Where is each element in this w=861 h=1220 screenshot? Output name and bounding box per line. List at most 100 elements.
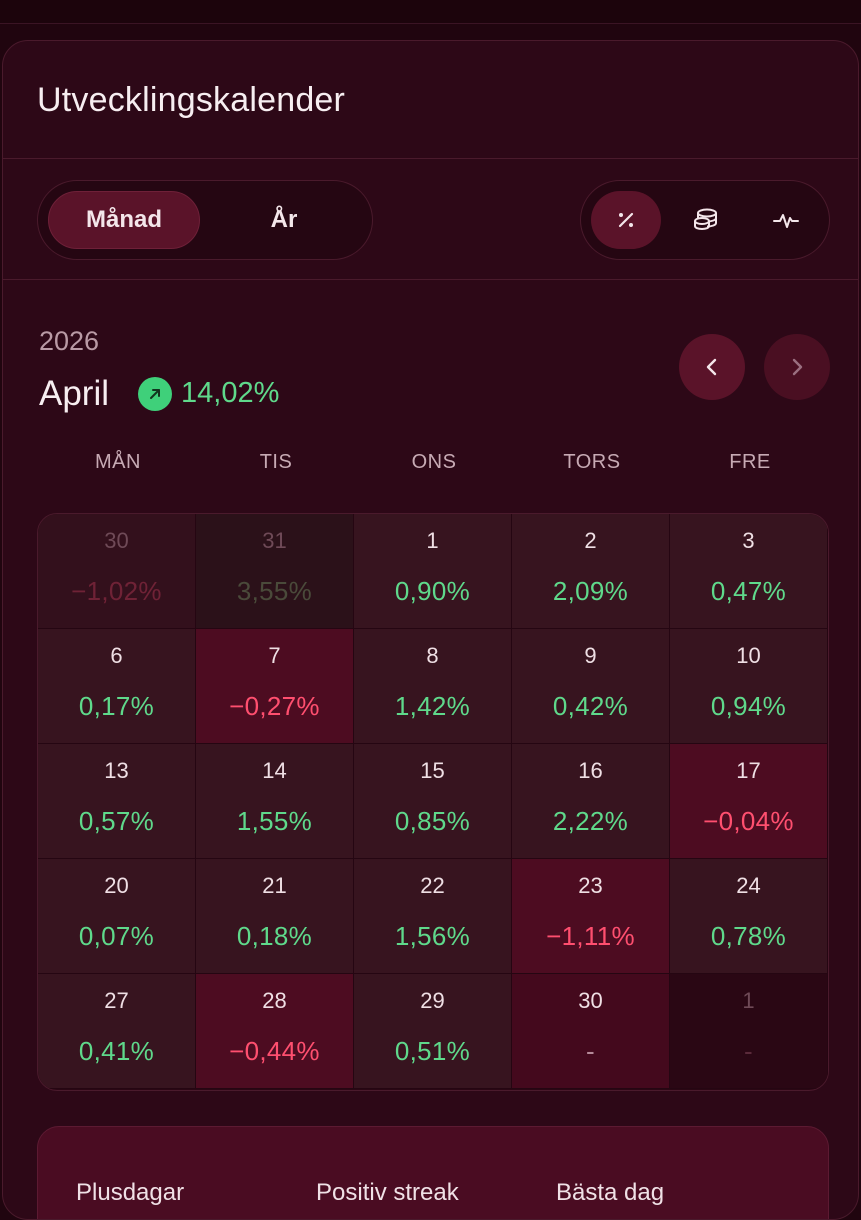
calendar-day-cell: 1-: [670, 974, 828, 1089]
calendar-day-cell[interactable]: 7 −0,27%: [196, 629, 354, 744]
period-toggle: Månad År: [37, 180, 373, 260]
day-number: 1: [426, 528, 439, 553]
day-change-value: −0,04%: [703, 806, 794, 836]
day-number: 7: [268, 643, 281, 668]
day-change-value: 0,57%: [78, 806, 155, 836]
calendar-day-cell[interactable]: 27 0,41%: [38, 974, 196, 1089]
month-label: April: [39, 374, 110, 413]
calendar-day-cell[interactable]: 3 0,47%: [670, 514, 828, 629]
weekday-tue: TIS: [259, 451, 293, 473]
day-change-value: 0,41%: [78, 1036, 155, 1066]
day-change-value: -: [744, 1036, 753, 1066]
day-change-value: −1,11%: [546, 921, 635, 951]
day-number: 13: [104, 758, 129, 783]
day-change-value: 0,18%: [236, 921, 313, 951]
day-change-value: 0,94%: [710, 691, 787, 721]
day-change-value: 0,51%: [394, 1036, 471, 1066]
day-number: 16: [578, 758, 603, 783]
calendar-day-cell[interactable]: 17 −0,04%: [670, 744, 828, 859]
day-change-value: 2,09%: [552, 576, 629, 606]
performance-calendar-card: Utvecklingskalender Månad År: [2, 40, 859, 1220]
weekday-mon: MÅN: [95, 451, 141, 473]
day-change-value: 1,56%: [394, 921, 471, 951]
weekday-wed: ONS: [411, 451, 457, 473]
day-change-value: 3,55%: [236, 576, 313, 606]
top-bar: [0, 0, 861, 24]
calendar-day-cell[interactable]: 31 3,55%: [196, 514, 354, 629]
month-change-value: 14,02%: [181, 377, 280, 409]
calendar-day-cell[interactable]: 30 -: [512, 974, 670, 1089]
day-number: 3: [742, 528, 755, 553]
calendar-day-cell[interactable]: 6 0,17%: [38, 629, 196, 744]
day-number: 30: [578, 988, 603, 1013]
day-number: 20: [104, 873, 129, 898]
day-number: 15: [420, 758, 445, 783]
previous-month-button[interactable]: [679, 334, 745, 400]
day-change-value: -: [586, 1036, 595, 1066]
day-change-value: 1,55%: [236, 806, 313, 836]
card-title: Utvecklingskalender: [37, 81, 346, 119]
day-number: 23: [578, 873, 603, 898]
calendar-day-cell[interactable]: 15 0,85%: [354, 744, 512, 859]
calendar-day-cell[interactable]: 22 1,56%: [354, 859, 512, 974]
calendar-day-cell[interactable]: 14 1,55%: [196, 744, 354, 859]
chart-mode-button[interactable]: [751, 191, 821, 249]
year-label: 2026: [39, 326, 100, 356]
calendar-day-cell[interactable]: 9 0,42%: [512, 629, 670, 744]
day-change-value: 0,85%: [394, 806, 471, 836]
divider: [3, 279, 858, 280]
day-number: 6: [110, 643, 123, 668]
calendar-day-cell[interactable]: 20 0,07%: [38, 859, 196, 974]
day-number: 8: [426, 643, 439, 668]
calendar-day-cell[interactable]: 10 0,94%: [670, 629, 828, 744]
day-number: 28: [262, 988, 287, 1013]
day-change-value: 2,22%: [552, 806, 629, 836]
calendar-day-cell[interactable]: 24 0,78%: [670, 859, 828, 974]
day-change-value: 1,42%: [394, 691, 471, 721]
amount-mode-button[interactable]: [671, 191, 741, 249]
day-number: 29: [420, 988, 445, 1013]
arrow-up-right-icon: [138, 377, 172, 411]
next-month-button[interactable]: [764, 334, 830, 400]
divider: [3, 158, 858, 159]
day-number: 9: [584, 643, 597, 668]
calendar-day-cell[interactable]: 30 −1,02%: [38, 514, 196, 629]
day-number: 24: [736, 873, 761, 898]
year-tab[interactable]: År: [270, 206, 298, 233]
day-change-value: 0,07%: [78, 921, 155, 951]
weekday-fri: FRE: [729, 451, 771, 473]
stat-plus-days-label: Plusdagar: [76, 1179, 185, 1206]
day-change-value: 0,78%: [710, 921, 787, 951]
day-number: 1: [742, 988, 755, 1013]
calendar-day-cell[interactable]: 13 0,57%: [38, 744, 196, 859]
percent-icon: [618, 212, 634, 228]
day-number: 17: [736, 758, 761, 783]
calendar-day-cell[interactable]: 21 0,18%: [196, 859, 354, 974]
calendar-day-cell[interactable]: 2 2,09%: [512, 514, 670, 629]
pulse-icon: [773, 214, 799, 228]
day-change-value: −0,27%: [229, 691, 320, 721]
calendar-day-cell[interactable]: 28 −0,44%: [196, 974, 354, 1089]
percent-mode-button[interactable]: [591, 191, 661, 249]
day-number: 31: [262, 528, 287, 553]
calendar-grid: 30 −1,02% 31 3,55% 1 0,90% 2 2,09% 3 0,47% 6 0,17% 7…: [37, 513, 829, 1091]
day-change-value: −1,02%: [71, 576, 162, 606]
month-tab[interactable]: Månad: [48, 191, 200, 249]
day-number: 21: [262, 873, 287, 898]
calendar-day-cell[interactable]: 16 2,22%: [512, 744, 670, 859]
coins-icon: [694, 208, 717, 231]
calendar-day-cell[interactable]: 29 0,51%: [354, 974, 512, 1089]
calendar-day-cell[interactable]: 8 1,42%: [354, 629, 512, 744]
weekday-header: MÅN TIS ONS TORS FRE: [39, 451, 829, 481]
display-mode-toggle: [580, 180, 830, 260]
day-change-value: 0,90%: [394, 576, 471, 606]
stat-positive-streak-label: Positiv streak: [316, 1179, 459, 1206]
day-change-value: 0,17%: [78, 691, 155, 721]
day-number: 2: [584, 528, 597, 553]
day-change-value: 0,42%: [552, 691, 629, 721]
stat-best-day-label: Bästa dag: [556, 1179, 665, 1206]
calendar-day-cell[interactable]: 23 −1,11%: [512, 859, 670, 974]
calendar-day-cell[interactable]: 1 0,90%: [354, 514, 512, 629]
day-change-value: 0,47%: [710, 576, 787, 606]
stats-panel: Plusdagar Positiv streak Bästa dag: [37, 1126, 829, 1219]
